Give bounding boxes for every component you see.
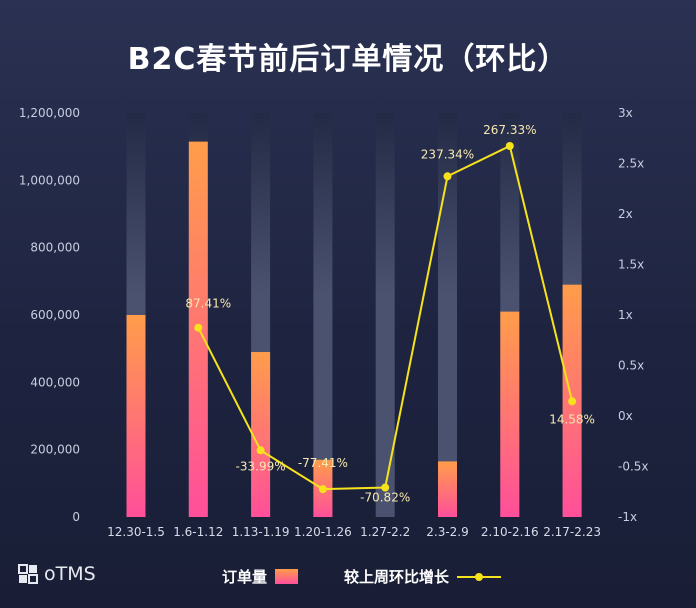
left-tick-label: 1,000,000 (19, 173, 80, 187)
x-tick-label: 1.6-1.12 (173, 525, 223, 539)
right-tick-label: 2x (618, 207, 633, 221)
right-tick-label: 3x (618, 106, 633, 120)
growth-data-label: 14.58% (549, 412, 595, 426)
growth-point (194, 323, 203, 332)
legend-label-growth: 较上周环比增长 (344, 568, 450, 586)
bar (500, 311, 520, 517)
otms-logo-icon (18, 564, 38, 584)
brand-logo: oTMS (18, 563, 96, 585)
growth-data-label: -77.41% (298, 456, 348, 470)
legend-swatch-growth (457, 570, 502, 584)
bar (438, 461, 457, 517)
right-tick-label: -1x (618, 510, 637, 524)
left-tick-label: 0 (72, 510, 80, 524)
x-tick-label: 2.17-2.23 (543, 525, 601, 539)
left-tick-label: 200,000 (30, 443, 80, 457)
growth-point (318, 485, 327, 494)
x-tick-label: 1.20-1.26 (294, 525, 352, 539)
bar-track (438, 113, 457, 517)
left-axis: 0 200,000 400,000 600,000 800,000 1,000,000 1,… (19, 106, 80, 524)
right-tick-label: 2.5x (618, 157, 644, 171)
growth-data-label: 87.41% (185, 297, 231, 311)
bar-track (375, 113, 395, 517)
left-tick-label: 800,000 (30, 241, 80, 255)
x-axis: 12.30-1.5 1.6-1.12 1.13-1.19 1.20-1.26 1.27-… (107, 525, 601, 539)
legend-swatch-orders (275, 569, 299, 584)
right-tick-label: 0x (618, 409, 633, 423)
legend-label-orders: 订单量 (222, 568, 268, 586)
bar-track (313, 113, 333, 517)
growth-point (568, 397, 577, 406)
growth-point (443, 172, 452, 181)
left-tick-label: 1,200,000 (19, 106, 80, 120)
x-tick-label: 1.27-2.2 (360, 525, 410, 539)
brand-name: oTMS (44, 563, 96, 585)
chart-legend: 订单量 较上周环比增长 (222, 566, 502, 587)
right-tick-label: 0.5x (618, 359, 644, 373)
growth-data-label: -33.99% (236, 459, 286, 473)
right-tick-label: -0.5x (618, 460, 649, 474)
x-tick-label: 2.10-2.16 (481, 525, 539, 539)
bar (126, 315, 146, 517)
line-data-labels: 87.41% -33.99% -77.41% -70.82% 237.34% 267.33… (185, 123, 595, 505)
x-tick-label: 12.30-1.5 (107, 525, 165, 539)
growth-point (505, 141, 514, 150)
left-tick-label: 600,000 (30, 308, 80, 322)
chart-title: B2C春节前后订单情况（环比） (127, 42, 569, 77)
line-series (194, 141, 577, 494)
right-tick-label: 1x (618, 308, 633, 322)
growth-data-label: 237.34% (421, 147, 474, 161)
x-tick-label: 2.3-2.9 (426, 525, 469, 539)
right-tick-label: 1.5x (618, 258, 644, 272)
bar (251, 352, 271, 517)
left-tick-label: 400,000 (30, 375, 80, 389)
right-axis: -1x -0.5x 0x 0.5x 1x 1.5x 2x 2.5x 3x (618, 106, 649, 524)
growth-data-label: 267.33% (483, 123, 536, 137)
growth-point (381, 483, 390, 492)
x-tick-label: 1.13-1.19 (232, 525, 290, 539)
growth-point (256, 446, 265, 455)
growth-data-label: -70.82% (360, 491, 410, 505)
